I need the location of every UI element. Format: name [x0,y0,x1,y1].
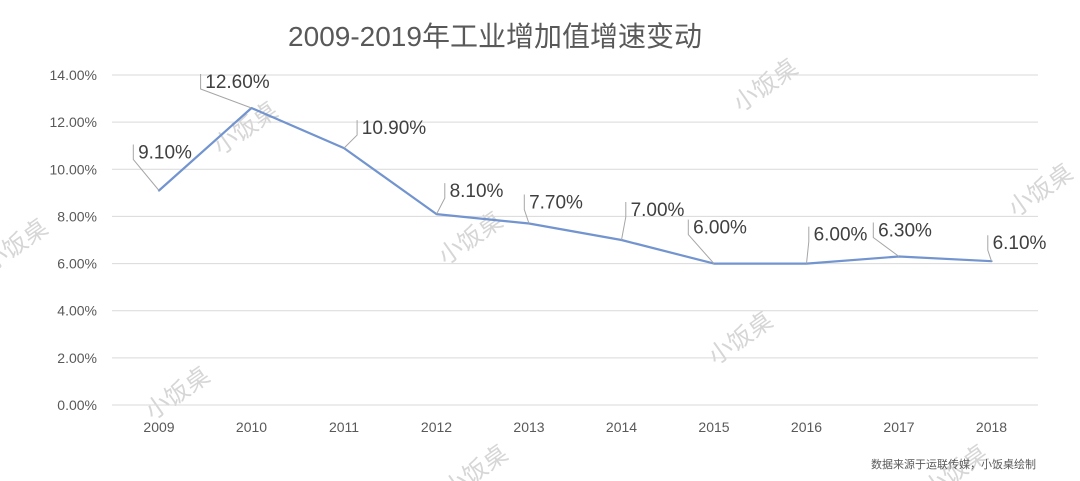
x-tick-label: 2018 [976,419,1007,435]
y-tick-label: 4.00% [57,303,97,319]
data-label-leader [200,74,252,109]
data-label-leader [987,235,992,262]
data-label: 7.00% [631,200,685,221]
data-labels: 9.10% 12.60% 10.90% 8.10% 7.70% 7.00% 6.00% 6.0… [132,72,1047,264]
x-axis-ticks: 2009 2010 2011 2012 2013 2014 2015 2016 2017 2018 [143,419,1007,435]
data-label-leader [687,219,715,264]
y-tick-label: 6.00% [57,256,97,272]
data-label: 6.10% [993,233,1047,254]
gridlines [112,74,1038,406]
watermark-text: 小饭桌 [703,306,778,370]
watermark-text: 小饭桌 [1003,158,1078,222]
y-axis-ticks: 0.00% 2.00% 4.00% 6.00% 8.00% 10.00% 12.00% 14.… [50,67,97,413]
x-tick-label: 2014 [606,419,637,435]
x-tick-label: 2015 [698,419,729,435]
data-label-leader [343,120,358,149]
x-tick-label: 2017 [883,419,914,435]
x-tick-label: 2009 [143,419,174,435]
watermark-text: 小饭桌 [728,53,803,117]
x-tick-label: 2012 [421,419,452,435]
watermark-text: 小饭桌 [140,361,215,425]
data-label: 6.30% [878,221,932,242]
data-series [157,106,993,265]
y-tick-label: 0.00% [57,397,97,413]
data-label: 12.60% [205,72,270,93]
x-tick-label: 2016 [791,419,822,435]
chart-title: 2009-2019年工业增加值增速变动 [288,21,702,52]
x-tick-label: 2010 [236,419,267,435]
y-tick-label: 12.00% [50,114,97,130]
data-label-leader [872,222,900,257]
data-label-leader [523,194,530,224]
y-tick-label: 14.00% [50,67,97,83]
y-tick-label: 10.00% [50,161,97,177]
series-line [157,106,993,265]
data-label-leader [806,226,810,264]
data-label: 8.10% [450,181,504,202]
source-note: 数据来源于运联传媒，小饭桌绘制 [871,457,1036,471]
data-label: 9.10% [138,143,192,164]
data-label: 10.90% [362,118,427,139]
x-tick-label: 2011 [329,419,359,435]
data-label-leader [436,183,446,215]
y-tick-label: 2.00% [57,350,97,366]
watermark-text: 小饭桌 [438,439,513,481]
watermark-text: 小饭桌 [0,213,53,277]
data-label: 7.70% [529,193,583,214]
data-label: 6.00% [693,218,747,239]
data-label-leader [621,202,627,241]
data-label-leader [132,144,160,191]
data-label: 6.00% [814,225,868,246]
x-tick-label: 2013 [513,419,544,435]
y-tick-label: 8.00% [57,208,97,224]
